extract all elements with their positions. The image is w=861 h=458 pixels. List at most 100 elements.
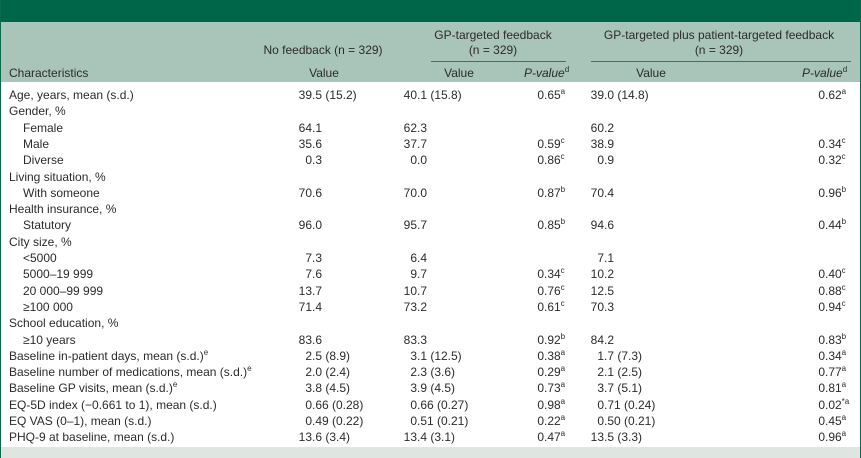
row-label-text: Diverse xyxy=(23,153,64,168)
table-row: City size, % xyxy=(1,234,860,250)
row-label: Diverse xyxy=(23,152,64,168)
row-label-text: ≥100 000 xyxy=(23,299,73,314)
table-row: 20 000–99 999 13.7 10.7 0.76c 12.5 0.88c xyxy=(1,282,860,299)
cell-gp-p: 0.59c xyxy=(537,136,564,152)
table-row: Statutory 96.0 95.7 0.85b 94.6 0.44b xyxy=(1,217,860,233)
cell-gpp-p: 0.34c xyxy=(818,136,845,152)
table-row: 5000–19 999 7.6 9.7 0.34c 10.2 0.40c xyxy=(1,266,860,282)
cell-value: 95.7 xyxy=(403,218,427,233)
cell-value: 0.92 xyxy=(537,332,561,347)
footnote-marker: c xyxy=(560,266,565,276)
cell-value: 0.88 xyxy=(818,283,842,298)
header-gp-targeted: GP-targeted feedback xyxy=(434,28,552,42)
footnote-marker: d xyxy=(842,65,848,74)
footnote-marker: a xyxy=(841,364,847,374)
cell-gpp: 0.9 xyxy=(597,152,614,168)
cell-value: 2.5 (8.9) xyxy=(305,348,351,363)
cell-gpp: 7.1 xyxy=(597,250,614,266)
cell-nf: 13.6 (3.4) xyxy=(299,429,350,445)
row-label-text: Male xyxy=(23,136,50,151)
row-label-text: EQ VAS (0–1), mean (s.d.) xyxy=(9,414,152,428)
row-label: School education, % xyxy=(9,315,118,331)
cell-gp: 6.4 xyxy=(410,250,427,266)
cell-nf: 64.1 xyxy=(299,120,322,136)
row-label: Living situation, % xyxy=(9,169,106,185)
cell-value: 9.7 xyxy=(410,267,427,282)
cell-value: 0.47 xyxy=(537,430,561,445)
cell-value: 10.7 xyxy=(403,283,427,298)
cell-gpp: 94.6 xyxy=(591,217,614,233)
footnote-marker: a xyxy=(560,396,566,406)
row-label-text: City size, % xyxy=(9,234,72,249)
footnote-marker: a xyxy=(560,347,566,357)
cell-nf: 13.7 xyxy=(299,283,322,299)
cell-value: 0.34 xyxy=(818,348,842,363)
row-label: City size, % xyxy=(9,234,72,250)
cell-gp: 13.4 (3.1) xyxy=(404,429,455,445)
cell-value: 7.6 xyxy=(305,267,322,282)
cell-gpp: 70.3 xyxy=(591,299,614,315)
cell-gpp-p: 0.81a xyxy=(818,380,846,396)
cell-gp: 40.1 (15.8) xyxy=(404,87,462,103)
cell-nf: 7.3 xyxy=(305,250,322,266)
table-row: EQ VAS (0–1), mean (s.d.) 0.49 (0.22) 0.51… xyxy=(1,413,860,429)
cell-gpp: 10.2 xyxy=(591,266,614,282)
table-header: No feedback (n = 329) GP-targeted feedba… xyxy=(1,22,860,82)
row-label-text: Baseline number of medications, mean (s.… xyxy=(9,365,248,380)
cell-gp-p: 0.98a xyxy=(537,397,565,413)
footnote-marker: c xyxy=(841,135,846,145)
cell-value: 13.6 (3.4) xyxy=(298,430,351,445)
cell-gp-p: 0.86c xyxy=(537,152,564,168)
cell-value: 70.6 xyxy=(298,185,322,200)
cell-value: 0.32 xyxy=(818,153,842,168)
cell-gp: 10.7 xyxy=(404,283,427,299)
cell-gp-p: 0.47a xyxy=(537,429,565,445)
row-label: EQ VAS (0–1), mean (s.d.) xyxy=(9,413,152,429)
footnote-marker: b xyxy=(841,184,847,194)
footnote-marker: c xyxy=(841,282,846,292)
footnote-marker: *a xyxy=(841,396,850,406)
cell-value: 0.34 xyxy=(537,267,561,282)
header-value-no-feedback: Value xyxy=(309,66,339,80)
footnote-marker: a xyxy=(560,380,566,390)
cell-value: 84.2 xyxy=(590,332,614,347)
row-label: EQ-5D index (−0.661 to 1), mean (s.d.) xyxy=(9,397,217,413)
footnote-marker: c xyxy=(560,152,565,162)
header-pvalue-gp-plus: P-valued xyxy=(802,65,848,81)
cell-value: 62.3 xyxy=(403,120,427,135)
row-label-text: Health insurance, % xyxy=(9,202,117,217)
cell-value: 0.59 xyxy=(537,136,561,151)
cell-gp-p: 0.22a xyxy=(537,413,565,429)
table-row: EQ-5D index (−0.661 to 1), mean (s.d.) 0.… xyxy=(1,396,860,413)
cell-gp: 3.9 (4.5) xyxy=(410,380,455,396)
cell-gpp-p: 0.96a xyxy=(818,429,846,445)
cell-value: 10.2 xyxy=(590,267,614,282)
cell-nf: 0.66 (0.28) xyxy=(305,397,363,413)
row-label: Baseline in-patient days, mean (s.d.)e xyxy=(9,348,208,364)
table-row: School education, % xyxy=(1,315,860,331)
pvalue-label: P-value xyxy=(802,66,843,80)
cell-nf: 3.8 (4.5) xyxy=(305,380,350,396)
header-rule-gp xyxy=(431,61,566,62)
cell-value: 64.1 xyxy=(298,120,322,135)
cell-value: 96.0 xyxy=(298,218,322,233)
row-label-text: Statutory xyxy=(23,218,72,233)
table-row: Baseline in-patient days, mean (s.d.)e 2.… xyxy=(1,347,860,364)
cell-gpp: 84.2 xyxy=(591,332,614,348)
table-row: With someone 70.6 70.0 0.87b 70.4 0.96b xyxy=(1,184,860,201)
cell-gpp: 13.5 (3.3) xyxy=(591,429,642,445)
footnote-marker: a xyxy=(560,429,566,439)
table-row: <5000 7.3 6.4 7.1 xyxy=(1,250,860,266)
cell-value: 40.1 (15.8) xyxy=(403,88,462,102)
cell-gpp-p: 0.83b xyxy=(818,332,846,348)
cell-value: 0.87 xyxy=(537,185,561,200)
cell-value: 0.71 (0.24) xyxy=(597,397,656,412)
cell-gpp: 70.4 xyxy=(591,185,614,201)
row-label: Female xyxy=(23,120,63,136)
cell-gp: 9.7 xyxy=(410,266,427,282)
row-label: Statutory xyxy=(23,217,71,233)
table-row: Age, years, mean (s.d.) 39.5 (15.2) 40.1 (… xyxy=(1,87,860,103)
cell-value: 0.86 xyxy=(537,153,561,168)
footnote-marker: e xyxy=(247,364,252,374)
cell-value: 0.51 (0.21) xyxy=(410,414,469,428)
